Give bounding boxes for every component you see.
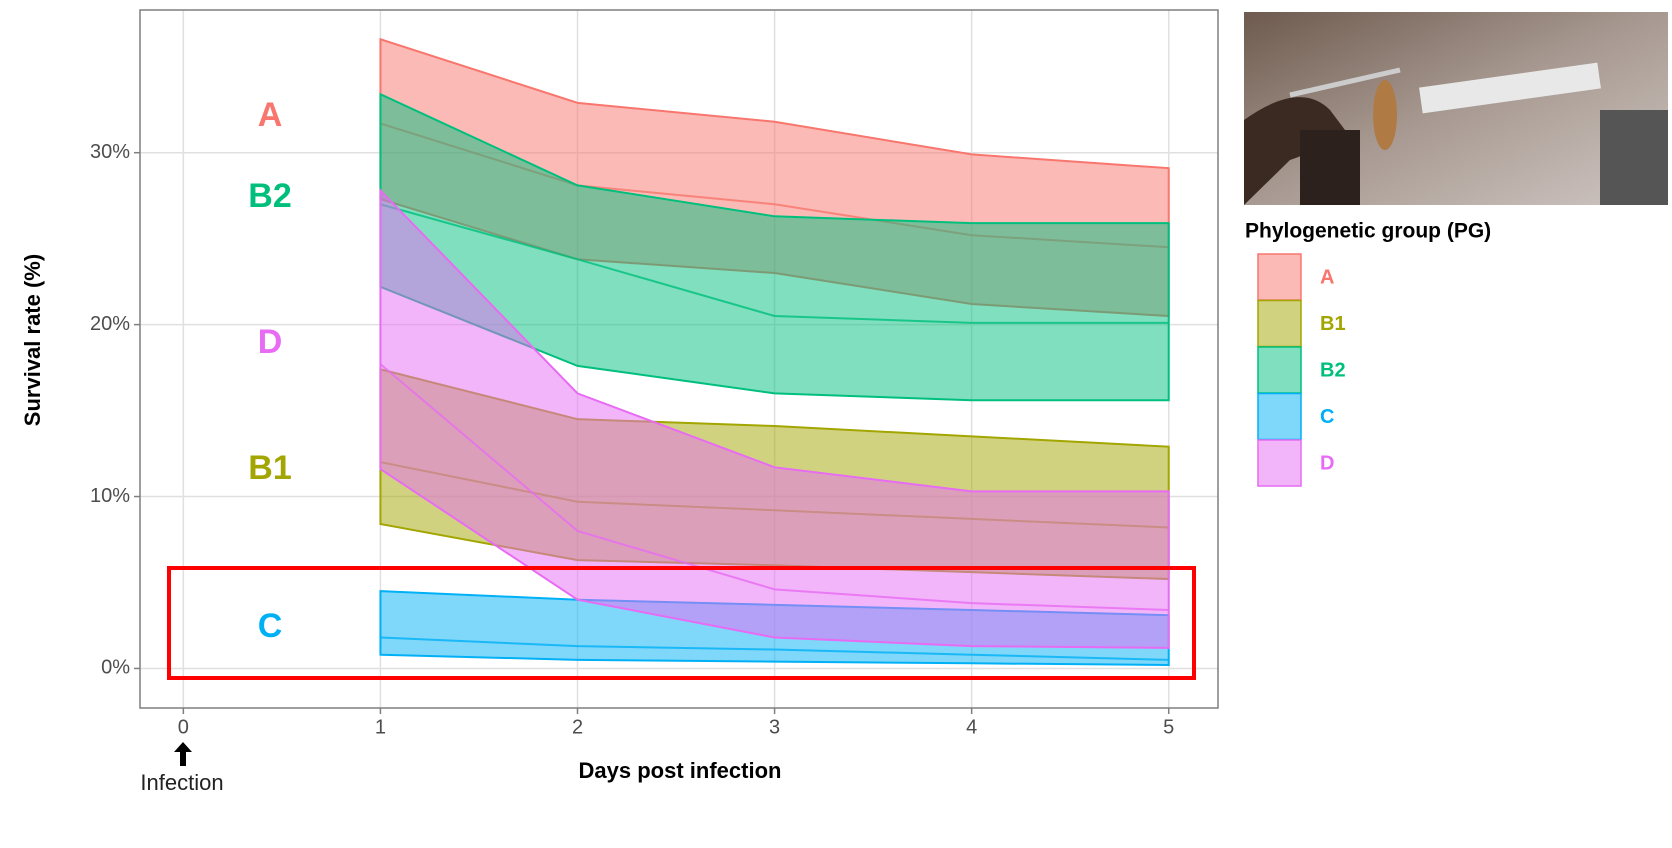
legend-label: C [1320,406,1334,428]
y-tick-label: 20% [90,313,130,335]
plot-border [139,9,1219,709]
x-axis-title: Days post infection [579,758,782,783]
group-label: A [258,96,283,134]
legend-label: B1 [1320,313,1346,335]
legend-title: Phylogenetic group (PG) [1245,220,1491,243]
legend-key [1257,346,1302,394]
photo [1244,12,1668,205]
infection-annotation: Infection [140,770,223,795]
y-tick-label: 0% [101,657,130,679]
median-line [379,363,1169,612]
x-tick-label: 4 [966,716,977,738]
median-line [380,203,1169,324]
x-tick-label: 5 [1163,716,1174,738]
median-line [380,636,1169,661]
legend-key [1257,253,1302,301]
y-axis-title: Survival rate (%) [20,254,45,426]
group-label: B1 [248,449,291,487]
group-label: C [258,607,283,645]
ribbon [379,188,1170,649]
legend-label: A [1320,266,1334,288]
bands [379,37,1170,667]
y-tick-label: 10% [90,485,130,507]
legend-label: D [1320,452,1334,474]
group-label: D [258,323,283,361]
x-tick-label: 3 [769,716,780,738]
x-tick-label: 1 [375,716,386,738]
x-tick-label: 0 [178,716,189,738]
infection-arrow [174,742,192,766]
legend-key [1257,299,1302,348]
legend: A B1 B2 C D [1257,253,1346,487]
y-tick-label: 30% [90,141,130,163]
legend-key [1257,392,1302,441]
x-tick-label: 2 [572,716,583,738]
legend-label: B2 [1320,359,1346,381]
highlight-box [167,566,1196,680]
group-label: B2 [248,177,291,215]
legend-key [1257,439,1302,487]
